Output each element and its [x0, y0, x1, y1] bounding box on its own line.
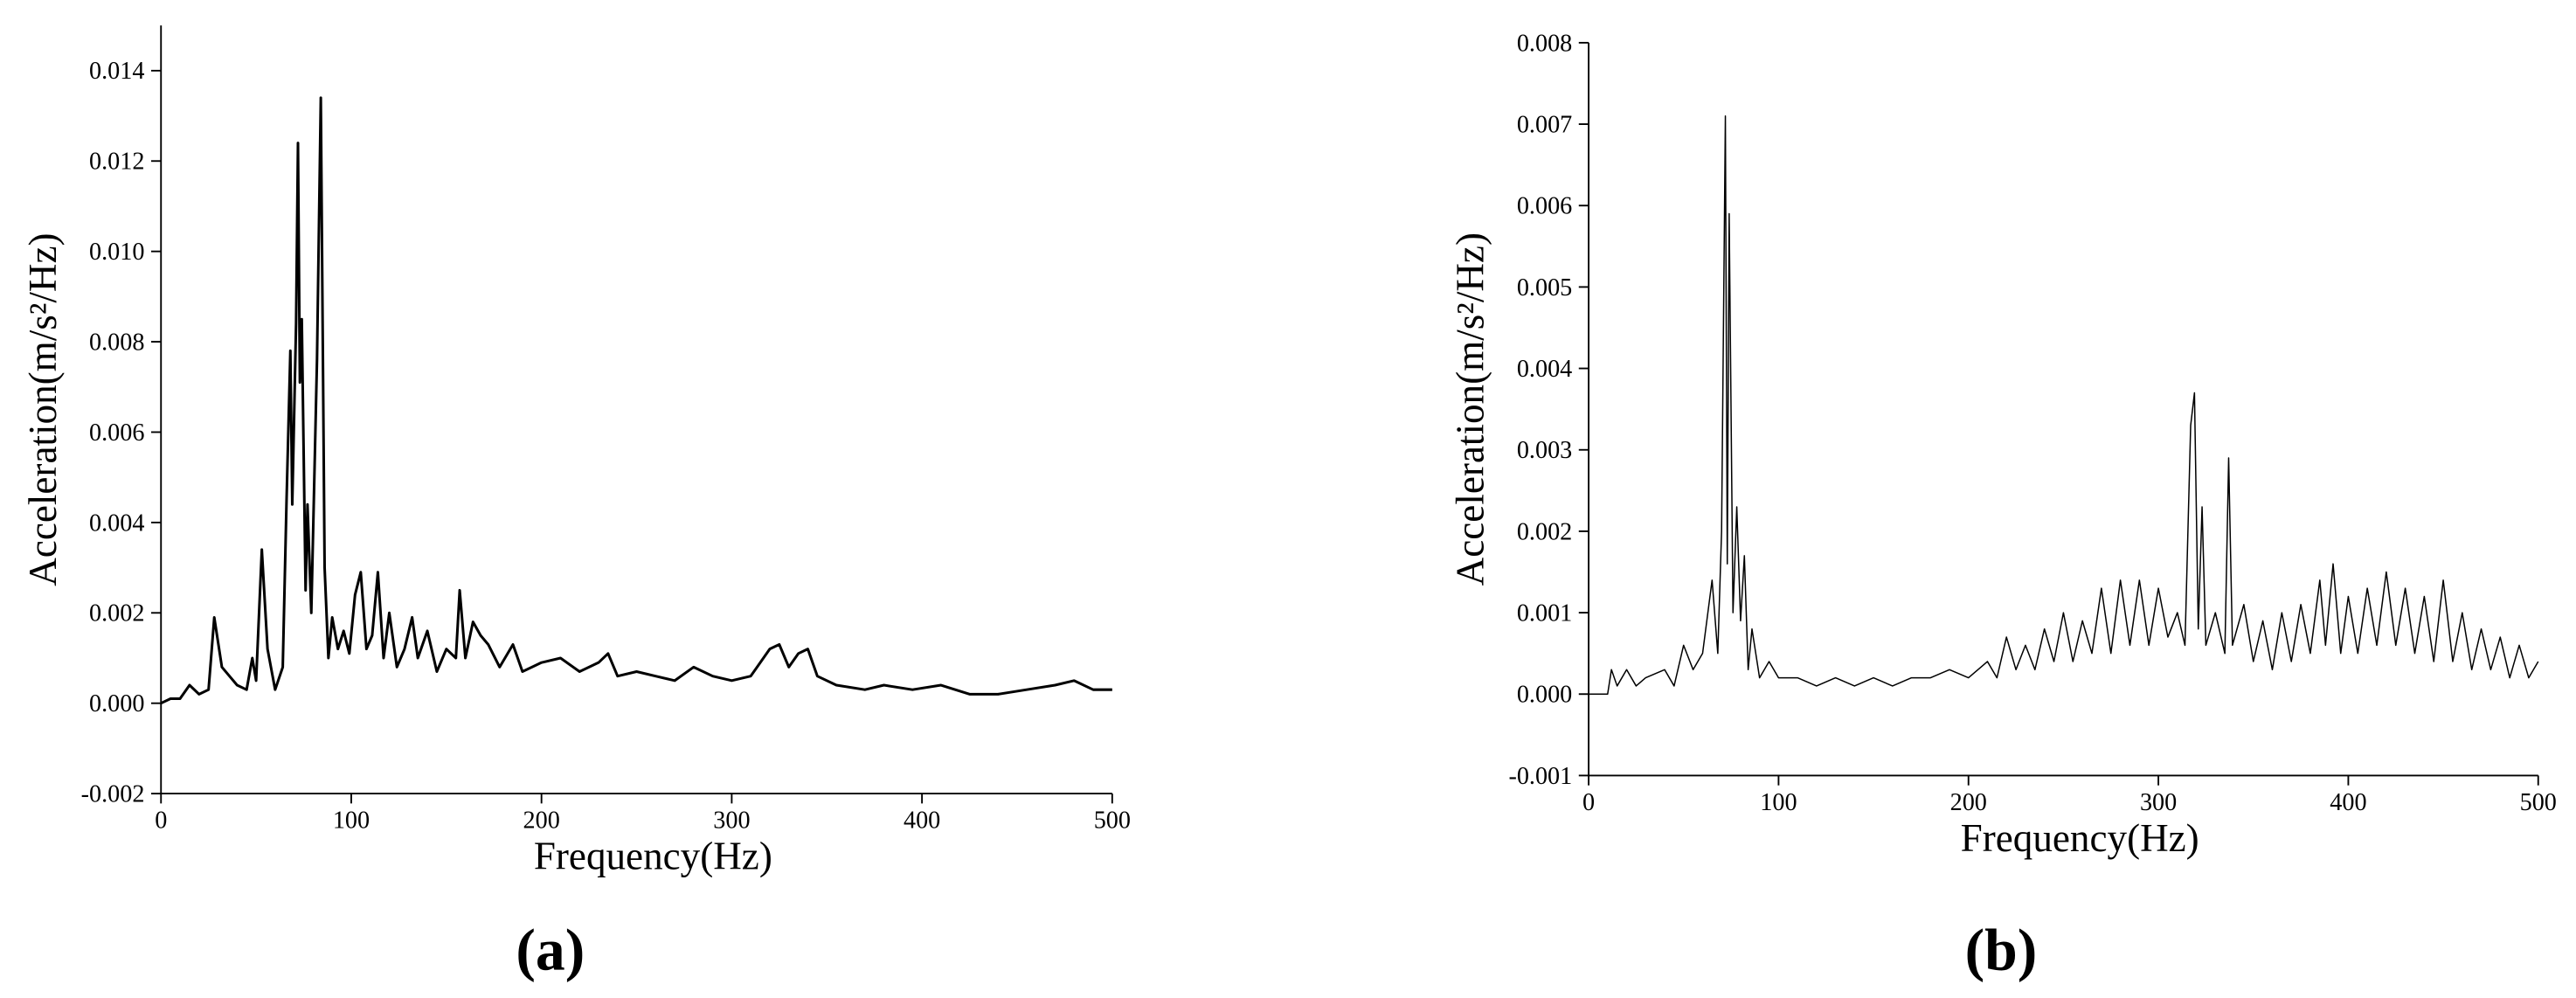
y-tick-label: 0.003: [1517, 437, 1572, 464]
x-axis-title: Frequency(Hz): [1961, 816, 2199, 860]
y-tick-label: 0.004: [1517, 356, 1572, 383]
y-axis-title: Acceleration(m/s²/Hz): [1449, 232, 1492, 586]
x-tick-label: 500: [1094, 807, 1131, 835]
x-tick-label: 200: [1950, 789, 1987, 816]
x-tick-label: 400: [904, 807, 940, 835]
panel-label: (a): [516, 917, 585, 982]
y-tick-label: 0.000: [89, 690, 144, 717]
y-tick-label: 0.006: [1517, 193, 1572, 220]
y-tick-label: 0.001: [1517, 599, 1572, 627]
y-tick-label: 0.002: [89, 600, 144, 627]
x-tick-label: 100: [333, 807, 370, 835]
y-tick-label: 0.012: [89, 149, 144, 176]
x-tick-label: 400: [2330, 789, 2366, 816]
data-line: [1589, 114, 2539, 695]
y-tick-label: 0.006: [89, 419, 144, 447]
x-tick-label: 300: [2140, 789, 2177, 816]
x-axis-title: Frequency(Hz): [534, 835, 772, 878]
y-axis-title: Acceleration(m/s²/Hz): [21, 232, 65, 586]
y-tick-label: 0.000: [1517, 682, 1572, 709]
x-tick-label: 100: [1760, 789, 1797, 816]
x-tick-label: 200: [523, 807, 560, 835]
y-tick-label: -0.001: [1508, 763, 1572, 790]
y-tick-label: 0.004: [89, 509, 144, 537]
y-tick-label: 0.005: [1517, 274, 1572, 301]
y-tick-label: 0.008: [1517, 30, 1572, 57]
y-tick-label: 0.008: [89, 329, 144, 356]
x-tick-label: 0: [155, 807, 167, 835]
x-tick-label: 300: [713, 807, 750, 835]
x-tick-label: 500: [2520, 789, 2557, 816]
data-line: [160, 96, 1112, 705]
y-tick-label: 0.014: [89, 58, 144, 85]
x-tick-label: 0: [1582, 789, 1595, 816]
panel-label: (b): [1965, 917, 2038, 982]
y-tick-label: 0.010: [89, 239, 144, 266]
y-tick-label: 0.007: [1517, 111, 1572, 138]
y-tick-label: -0.002: [81, 781, 145, 808]
y-tick-label: 0.002: [1517, 518, 1572, 545]
